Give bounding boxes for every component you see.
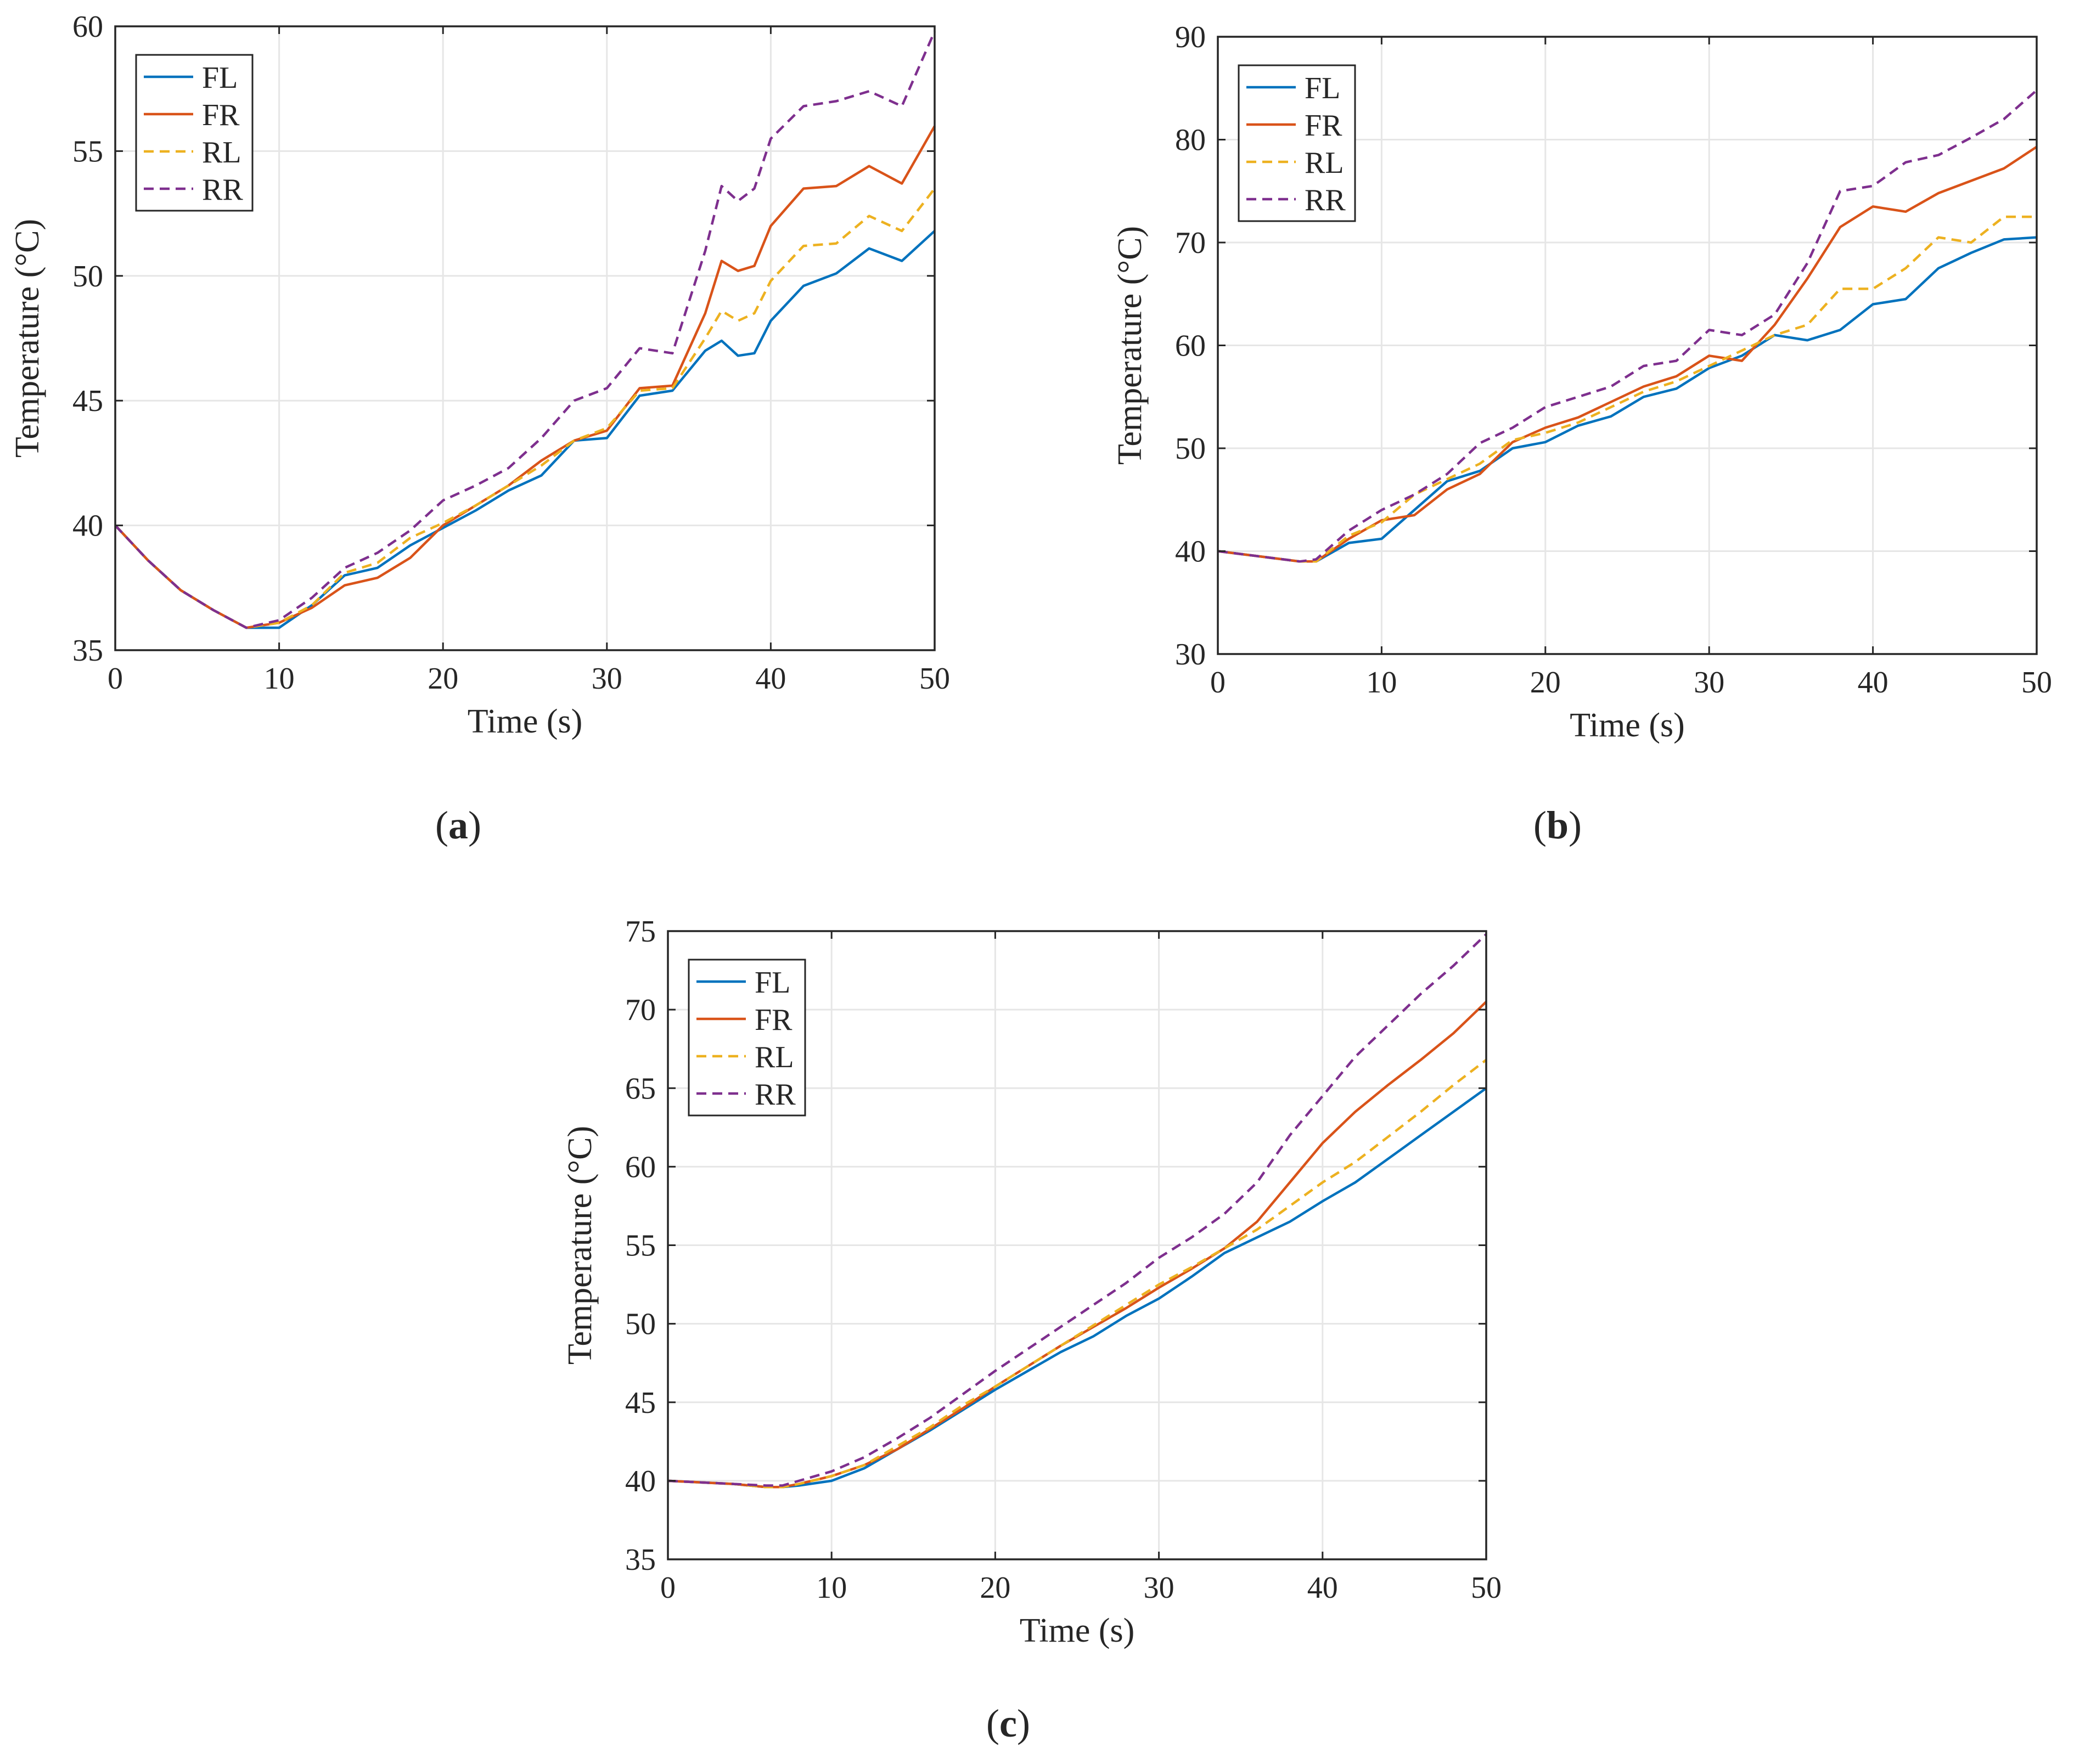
series-line-rr — [114, 31, 936, 629]
y-axis-label: Temperature (°C) — [561, 1126, 599, 1365]
ticks-a: 0 10 20 30 40 50 35 40 45 50 55 60 — [72, 10, 950, 696]
legend-label-rr: RR — [202, 173, 243, 207]
y-tick-label: 55 — [625, 1229, 656, 1263]
y-tick-label: 90 — [1175, 20, 1206, 54]
legend-label-rr: RR — [755, 1078, 796, 1112]
y-tick-label: 40 — [625, 1464, 656, 1498]
x-tick-label: 20 — [980, 1571, 1010, 1605]
legend-label-fl: FL — [1305, 71, 1340, 105]
legend-box — [688, 959, 806, 1117]
x-tick-label: 40 — [755, 662, 786, 696]
series-lines-b — [1217, 89, 2038, 563]
legend-label-rl: RL — [1305, 146, 1344, 180]
legend-label-rl: RL — [202, 136, 241, 170]
ticks-b: 0 10 20 30 40 50 30 40 50 60 70 80 90 — [1175, 20, 2052, 700]
x-axis-label: Time (s) — [468, 703, 583, 740]
x-tick-label: 0 — [1210, 666, 1226, 700]
chart-panel-b: 0 10 20 30 40 50 30 40 50 60 70 80 90 Time (s) Tempe… — [1111, 20, 2052, 847]
x-axis-label: Time (s) — [1020, 1612, 1135, 1649]
legend-box — [135, 54, 254, 212]
x-tick-label: 50 — [2021, 666, 2052, 700]
x-tick-label: 30 — [1694, 666, 1724, 700]
legend-label-fr: FR — [755, 1003, 792, 1037]
panel-label-b: (b) — [1533, 803, 1582, 847]
y-tick-label: 45 — [625, 1386, 656, 1420]
y-tick-label: 35 — [72, 634, 103, 668]
legend-box — [1238, 64, 1356, 222]
x-tick-label: 40 — [1858, 666, 1888, 700]
legend-label-rl: RL — [755, 1040, 794, 1074]
x-tick-label: 30 — [1144, 1571, 1174, 1605]
series-line-rl — [1217, 215, 2037, 563]
chart-panel-c: 0 10 20 30 40 50 35 40 45 50 55 60 65 70 75 Time (s) T… — [561, 915, 1502, 1745]
y-tick-label: 50 — [1175, 432, 1206, 466]
y-tick-label: 75 — [625, 915, 656, 949]
y-tick-label: 40 — [1175, 535, 1206, 569]
x-tick-label: 40 — [1307, 1571, 1338, 1605]
y-tick-label: 55 — [72, 134, 103, 168]
y-tick-label: 45 — [72, 384, 103, 418]
y-tick-label: 40 — [72, 509, 103, 543]
legend-label-fl: FL — [755, 966, 790, 1000]
y-tick-label: 50 — [625, 1307, 656, 1342]
y-tick-label: 70 — [625, 993, 656, 1027]
series-line-rr — [667, 933, 1487, 1487]
x-tick-label: 0 — [660, 1571, 676, 1605]
y-tick-label: 60 — [72, 10, 103, 44]
ticks-c: 0 10 20 30 40 50 35 40 45 50 55 60 65 70 75 — [625, 915, 1502, 1605]
x-tick-label: 10 — [816, 1571, 847, 1605]
x-tick-label: 10 — [1366, 666, 1397, 700]
series-lines-c — [667, 933, 1487, 1489]
legend-label-fr: FR — [202, 98, 240, 132]
legend-label-fr: FR — [1305, 109, 1342, 143]
y-tick-label: 60 — [625, 1150, 656, 1184]
series-line-rl — [667, 1058, 1487, 1489]
y-tick-label: 70 — [1175, 226, 1206, 260]
series-line-rr — [1217, 89, 2038, 563]
y-tick-label: 35 — [625, 1543, 656, 1577]
x-axis-label: Time (s) — [1570, 707, 1685, 744]
y-tick-label: 80 — [1175, 123, 1206, 157]
x-tick-label: 10 — [264, 662, 295, 696]
y-axis-label: Temperature (°C) — [1111, 226, 1149, 465]
x-tick-label: 0 — [108, 662, 123, 696]
x-tick-label: 50 — [919, 662, 950, 696]
legend-label-rr: RR — [1305, 183, 1346, 217]
grid-lines-c — [668, 931, 1486, 1559]
y-axis-label: Temperature (°C) — [9, 219, 46, 458]
y-tick-label: 30 — [1175, 638, 1206, 672]
axes-frame-a — [114, 25, 936, 651]
grid-lines-a — [115, 26, 935, 650]
y-tick-label: 50 — [72, 260, 103, 294]
series-line-fl — [114, 230, 936, 629]
x-tick-label: 20 — [1530, 666, 1561, 700]
series-lines-a — [114, 31, 936, 629]
x-tick-label: 30 — [592, 662, 622, 696]
x-tick-label: 50 — [1471, 1571, 1502, 1605]
y-tick-label: 60 — [1175, 329, 1206, 363]
legend-label-fl: FL — [202, 61, 238, 95]
panel-label-c: (c) — [986, 1701, 1030, 1745]
y-tick-label: 65 — [625, 1072, 656, 1106]
grid-lines-b — [1218, 37, 2037, 654]
chart-panel-a: 0 10 20 30 40 50 35 40 45 50 55 60 Time (s) Tempera… — [9, 10, 950, 847]
panel-label-a: (a) — [435, 803, 481, 847]
x-tick-label: 20 — [428, 662, 458, 696]
